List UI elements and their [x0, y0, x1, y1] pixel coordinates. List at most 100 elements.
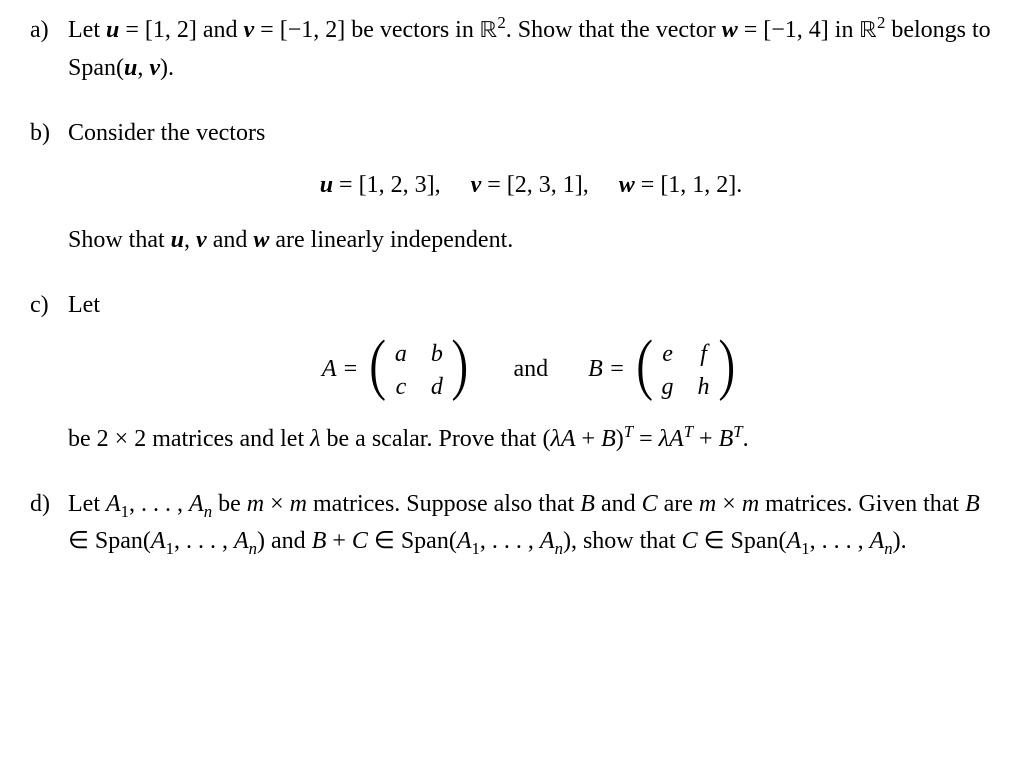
vector-u: u	[320, 172, 333, 198]
text: +	[693, 426, 719, 452]
text: = [1, 2, 3],	[333, 172, 441, 198]
A1: A	[457, 528, 472, 554]
text: , . . . ,	[810, 528, 870, 554]
text: = [1, 1, 2].	[635, 172, 743, 198]
B: B	[580, 491, 595, 517]
text: )	[257, 528, 265, 554]
real-symbol: ℝ	[480, 19, 498, 43]
part-b-display: u = [1, 2, 3], v = [2, 3, 1], w = [1, 1, 2…	[68, 167, 994, 204]
text: are	[658, 491, 699, 517]
vector-w: w	[619, 172, 635, 198]
text: ,	[184, 227, 196, 253]
text: = [1, 2] and	[119, 17, 243, 43]
text: . Show that the vector	[506, 17, 722, 43]
An: A	[540, 528, 555, 554]
matrix-B: ( ef gh )	[633, 338, 738, 403]
text: matrices. Given that	[759, 491, 965, 517]
text: )	[563, 528, 571, 554]
part-b: b) Consider the vectors u = [1, 2, 3],v …	[30, 115, 994, 259]
text: and	[207, 227, 254, 253]
part-c-conclusion: be 2 × 2 matrices and let λ be a scalar.…	[68, 421, 994, 458]
part-a-label: a)	[30, 12, 68, 87]
part-c: c) Let A = ( ab cd ) and B = (	[30, 287, 994, 458]
text: matrices. Suppose also that	[307, 491, 580, 517]
vector-w: w	[253, 227, 269, 253]
C: C	[682, 528, 698, 554]
C: C	[352, 528, 368, 554]
matrix-B-eq: B =	[588, 356, 631, 382]
text: +	[576, 426, 602, 452]
m: m	[699, 491, 716, 517]
text: Let	[68, 491, 106, 517]
cell: e	[661, 338, 675, 370]
part-b-intro: Consider the vectors	[68, 115, 994, 152]
vector-v: v	[149, 55, 160, 81]
sub: 1	[166, 539, 174, 558]
m: m	[742, 491, 759, 517]
part-a: a) Let u = [1, 2] and v = [−1, 2] be vec…	[30, 12, 994, 87]
sub: 1	[121, 502, 129, 521]
text: and	[595, 491, 642, 517]
left-paren-icon: (	[370, 340, 387, 402]
text: , . . . ,	[129, 491, 189, 517]
text: be a scalar. Prove that (	[321, 426, 551, 452]
A1: A	[151, 528, 166, 554]
right-paren-icon: )	[451, 340, 468, 402]
transpose: T	[684, 422, 693, 441]
text: , . . . ,	[480, 528, 540, 554]
A1: A	[787, 528, 802, 554]
C: C	[642, 491, 658, 517]
B: B	[965, 491, 980, 517]
text: .	[743, 426, 749, 452]
text: ∈	[368, 528, 401, 554]
text: =	[633, 426, 659, 452]
vector-w: w	[722, 17, 738, 43]
real-symbol: ℝ	[859, 19, 877, 43]
lambda-A: λA	[550, 426, 575, 452]
part-d-label: d)	[30, 486, 68, 560]
vector-u: u	[124, 55, 137, 81]
text: )	[893, 528, 901, 554]
span-text: Span(	[401, 528, 457, 554]
sub: n	[555, 539, 563, 558]
text: )	[616, 426, 624, 452]
B: B	[312, 528, 327, 554]
text: = [−1, 4] in	[738, 17, 860, 43]
cell: g	[661, 371, 675, 403]
superscript: 2	[497, 13, 505, 32]
cell: a	[394, 338, 408, 370]
sub: n	[204, 502, 212, 521]
An: A	[870, 528, 885, 554]
vector-u: u	[171, 227, 184, 253]
text: ).	[160, 55, 174, 81]
part-b-body: Consider the vectors u = [1, 2, 3], v = […	[68, 115, 994, 259]
text: are linearly independent.	[269, 227, 513, 253]
part-c-label: c)	[30, 287, 68, 458]
text: +	[326, 528, 352, 554]
B: B	[601, 426, 616, 452]
text: .	[901, 528, 907, 554]
text: = [2, 3, 1],	[481, 172, 589, 198]
text: ∈	[68, 528, 95, 554]
sub: 1	[472, 539, 480, 558]
part-d: d) Let A1, . . . , An be m × m matrices.…	[30, 486, 994, 560]
cell: b	[430, 338, 444, 370]
right-paren-icon: )	[718, 340, 735, 402]
text: ∈	[698, 528, 731, 554]
text: ×	[716, 491, 742, 517]
cell: c	[394, 371, 408, 403]
span-text: Span(	[731, 528, 787, 554]
text: ,	[137, 55, 149, 81]
lambda-A: λA	[659, 426, 684, 452]
text: be 2 × 2 matrices and let	[68, 426, 310, 452]
part-b-conclusion: Show that u, v and w are linearly indepe…	[68, 222, 994, 259]
sub: n	[249, 539, 257, 558]
cell: f	[697, 338, 711, 370]
vector-v: v	[244, 17, 255, 43]
vector-u: u	[106, 17, 119, 43]
text: , . . . ,	[174, 528, 234, 554]
vector-v: v	[471, 172, 482, 198]
part-c-intro: Let	[68, 287, 994, 324]
B: B	[719, 426, 734, 452]
transpose: T	[624, 422, 633, 441]
